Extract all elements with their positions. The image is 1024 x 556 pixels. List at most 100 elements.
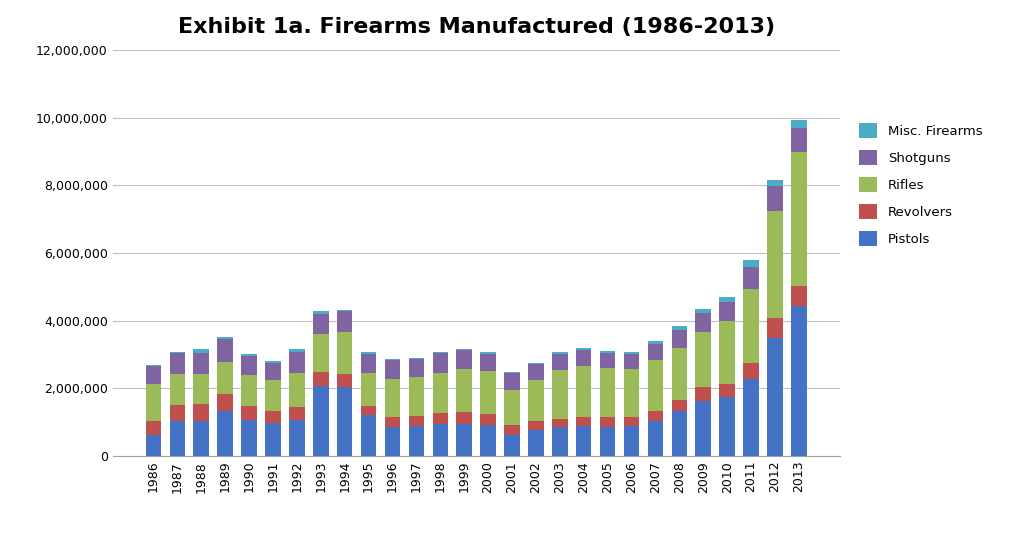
Bar xyxy=(265,380,281,411)
Bar xyxy=(313,314,329,334)
Bar xyxy=(457,412,472,424)
Bar xyxy=(504,371,520,373)
Bar xyxy=(289,349,305,353)
Bar xyxy=(575,348,592,350)
Bar xyxy=(457,349,472,350)
Bar xyxy=(145,435,161,456)
Bar xyxy=(647,411,664,421)
Bar xyxy=(217,339,232,362)
Bar xyxy=(792,121,807,128)
Bar xyxy=(457,424,472,456)
Bar xyxy=(575,350,592,366)
Bar xyxy=(265,411,281,424)
Bar xyxy=(194,374,209,404)
Bar xyxy=(600,417,615,426)
Bar xyxy=(600,369,615,417)
Bar xyxy=(170,374,185,405)
Bar xyxy=(313,311,329,314)
Bar xyxy=(624,354,639,369)
Bar xyxy=(432,424,449,456)
Bar xyxy=(217,411,232,456)
Bar xyxy=(217,362,232,394)
Bar xyxy=(720,321,735,384)
Bar xyxy=(767,318,782,338)
Bar xyxy=(743,379,759,456)
Bar xyxy=(313,334,329,373)
Bar xyxy=(528,430,544,456)
Bar xyxy=(360,374,377,406)
Bar xyxy=(217,394,232,411)
Bar xyxy=(313,386,329,456)
Bar xyxy=(360,406,377,415)
Bar xyxy=(385,379,400,417)
Bar xyxy=(767,338,782,456)
Bar xyxy=(289,373,305,408)
Bar xyxy=(695,332,711,386)
Bar xyxy=(552,428,567,456)
Bar xyxy=(265,361,281,363)
Bar xyxy=(480,353,496,354)
Bar xyxy=(695,386,711,401)
Bar xyxy=(313,373,329,386)
Bar xyxy=(575,426,592,456)
Bar xyxy=(552,354,567,370)
Bar xyxy=(575,366,592,417)
Bar xyxy=(672,411,687,456)
Title: Exhibit 1a. Firearms Manufactured (1986-2013): Exhibit 1a. Firearms Manufactured (1986-… xyxy=(177,17,775,37)
Bar xyxy=(289,408,305,420)
Bar xyxy=(695,313,711,332)
Bar xyxy=(792,286,807,306)
Bar xyxy=(385,359,400,360)
Bar xyxy=(242,420,257,456)
Bar xyxy=(672,348,687,400)
Bar xyxy=(767,180,782,186)
Bar xyxy=(600,353,615,369)
Bar xyxy=(624,369,639,417)
Bar xyxy=(480,354,496,371)
Bar xyxy=(360,352,377,354)
Bar xyxy=(385,417,400,426)
Bar xyxy=(504,435,520,456)
Bar xyxy=(194,421,209,456)
Bar xyxy=(528,364,544,380)
Bar xyxy=(720,302,735,321)
Bar xyxy=(672,400,687,411)
Bar xyxy=(767,211,782,318)
Bar xyxy=(767,186,782,211)
Bar xyxy=(432,352,449,354)
Bar xyxy=(265,363,281,380)
Bar xyxy=(242,356,257,375)
Bar xyxy=(480,414,496,425)
Bar xyxy=(242,406,257,420)
Bar xyxy=(242,375,257,406)
Bar xyxy=(409,358,424,359)
Bar xyxy=(194,404,209,421)
Bar xyxy=(624,417,639,426)
Bar xyxy=(624,352,639,354)
Bar xyxy=(695,401,711,456)
Bar xyxy=(432,413,449,424)
Bar xyxy=(792,128,807,151)
Bar xyxy=(217,337,232,339)
Bar xyxy=(145,384,161,421)
Bar xyxy=(672,326,687,330)
Bar xyxy=(145,365,161,366)
Bar xyxy=(743,267,759,289)
Bar xyxy=(743,363,759,379)
Bar xyxy=(432,354,449,373)
Bar xyxy=(145,366,161,384)
Bar xyxy=(289,420,305,456)
Bar xyxy=(337,311,352,332)
Bar xyxy=(743,289,759,363)
Bar xyxy=(170,351,185,353)
Bar xyxy=(720,384,735,398)
Bar xyxy=(360,354,377,374)
Bar xyxy=(480,371,496,414)
Bar xyxy=(337,374,352,388)
Bar xyxy=(647,341,664,344)
Bar xyxy=(672,330,687,348)
Bar xyxy=(552,419,567,428)
Bar xyxy=(170,421,185,456)
Bar xyxy=(194,353,209,374)
Bar xyxy=(409,359,424,377)
